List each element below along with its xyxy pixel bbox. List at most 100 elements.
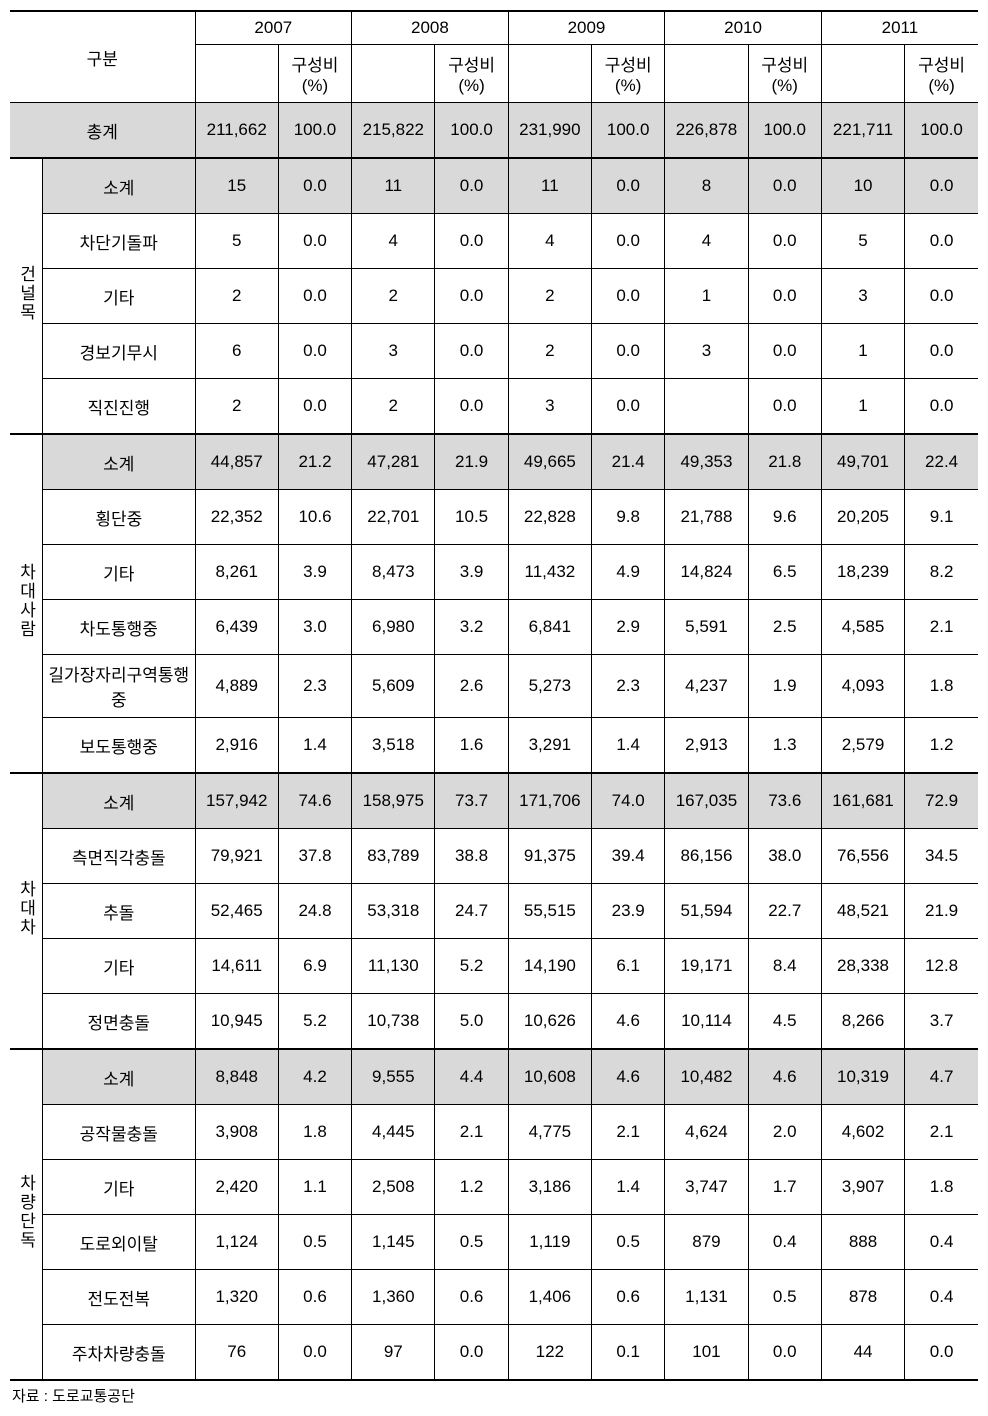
data-cell: 0.0 xyxy=(748,214,821,269)
data-cell: 1.2 xyxy=(435,1160,508,1215)
row-label: 소계 xyxy=(43,434,196,490)
data-cell: 0.0 xyxy=(905,158,978,214)
data-cell: 15 xyxy=(195,158,278,214)
data-cell: 6 xyxy=(195,324,278,379)
row-label: 길가장자리구역통행중 xyxy=(43,655,196,718)
data-cell: 5,273 xyxy=(508,655,591,718)
total-label: 총계 xyxy=(10,103,195,159)
group-name: 차대사람 xyxy=(10,434,43,773)
data-cell: 4.6 xyxy=(592,994,665,1050)
data-cell: 3 xyxy=(352,324,435,379)
data-cell: 3,747 xyxy=(665,1160,748,1215)
data-cell: 3 xyxy=(508,379,591,435)
data-cell: 49,701 xyxy=(821,434,904,490)
data-cell: 23.9 xyxy=(592,884,665,939)
data-cell: 0.0 xyxy=(748,324,821,379)
data-cell: 34.5 xyxy=(905,829,978,884)
data-cell: 100.0 xyxy=(905,103,978,159)
data-cell: 0.0 xyxy=(278,324,351,379)
row-label: 공작물충돌 xyxy=(43,1105,196,1160)
data-cell: 3 xyxy=(665,324,748,379)
data-cell: 44 xyxy=(821,1325,904,1381)
row-label: 정면충돌 xyxy=(43,994,196,1050)
data-cell: 5.2 xyxy=(435,939,508,994)
data-cell: 6.1 xyxy=(592,939,665,994)
data-cell: 51,594 xyxy=(665,884,748,939)
data-cell: 2.3 xyxy=(278,655,351,718)
data-cell: 18,239 xyxy=(821,545,904,600)
data-cell: 10,608 xyxy=(508,1049,591,1105)
data-cell: 2,508 xyxy=(352,1160,435,1215)
data-cell: 0.4 xyxy=(905,1270,978,1325)
data-cell: 1,320 xyxy=(195,1270,278,1325)
row-label: 차단기돌파 xyxy=(43,214,196,269)
data-cell: 4 xyxy=(352,214,435,269)
data-cell: 2 xyxy=(508,324,591,379)
data-cell: 11 xyxy=(508,158,591,214)
data-cell: 9,555 xyxy=(352,1049,435,1105)
data-cell: 1 xyxy=(665,269,748,324)
data-cell: 11 xyxy=(352,158,435,214)
data-cell: 24.8 xyxy=(278,884,351,939)
header-value-blank xyxy=(665,45,748,103)
data-cell: 4,445 xyxy=(352,1105,435,1160)
data-cell: 0.6 xyxy=(592,1270,665,1325)
data-cell: 0.0 xyxy=(278,158,351,214)
header-year-2: 2009 xyxy=(508,11,665,45)
data-cell: 231,990 xyxy=(508,103,591,159)
data-cell: 6.5 xyxy=(748,545,821,600)
data-cell: 0.0 xyxy=(592,158,665,214)
row-label: 기타 xyxy=(43,545,196,600)
data-cell: 21.2 xyxy=(278,434,351,490)
header-year-3: 2010 xyxy=(665,11,822,45)
data-cell: 9.6 xyxy=(748,490,821,545)
data-cell: 4.6 xyxy=(748,1049,821,1105)
data-cell: 10,319 xyxy=(821,1049,904,1105)
data-cell: 8 xyxy=(665,158,748,214)
data-cell: 8.2 xyxy=(905,545,978,600)
data-cell: 0.0 xyxy=(278,1325,351,1381)
data-cell: 0.0 xyxy=(435,158,508,214)
data-cell: 0.5 xyxy=(278,1215,351,1270)
data-cell: 5.0 xyxy=(435,994,508,1050)
data-cell: 4 xyxy=(665,214,748,269)
data-cell: 0.0 xyxy=(278,214,351,269)
data-cell: 2.6 xyxy=(435,655,508,718)
header-value-blank xyxy=(352,45,435,103)
data-cell: 4,775 xyxy=(508,1105,591,1160)
group-name: 차량단독 xyxy=(10,1049,43,1380)
data-cell: 3.0 xyxy=(278,600,351,655)
data-cell: 21.9 xyxy=(905,884,978,939)
data-cell: 157,942 xyxy=(195,773,278,829)
data-cell: 6.9 xyxy=(278,939,351,994)
data-cell: 100.0 xyxy=(435,103,508,159)
data-cell: 5 xyxy=(821,214,904,269)
data-cell: 9.1 xyxy=(905,490,978,545)
data-cell: 2,579 xyxy=(821,718,904,774)
data-cell: 0.0 xyxy=(435,214,508,269)
group-name: 건널목 xyxy=(10,158,43,434)
data-cell: 0.0 xyxy=(748,158,821,214)
row-label: 측면직각충돌 xyxy=(43,829,196,884)
data-cell: 0.0 xyxy=(435,1325,508,1381)
row-label: 횡단중 xyxy=(43,490,196,545)
data-cell: 8,848 xyxy=(195,1049,278,1105)
data-cell: 5.2 xyxy=(278,994,351,1050)
data-cell: 10.5 xyxy=(435,490,508,545)
data-cell: 19,171 xyxy=(665,939,748,994)
data-cell: 14,824 xyxy=(665,545,748,600)
data-cell: 22.4 xyxy=(905,434,978,490)
data-cell: 4,602 xyxy=(821,1105,904,1160)
data-cell: 2.5 xyxy=(748,600,821,655)
header-year-1: 2008 xyxy=(352,11,509,45)
data-cell: 1.4 xyxy=(592,1160,665,1215)
header-category: 구분 xyxy=(10,11,195,103)
data-cell: 100.0 xyxy=(278,103,351,159)
data-cell: 1.8 xyxy=(905,1160,978,1215)
data-cell: 79,921 xyxy=(195,829,278,884)
data-cell: 22,701 xyxy=(352,490,435,545)
data-cell: 0.0 xyxy=(592,324,665,379)
row-label: 기타 xyxy=(43,939,196,994)
table-body: 총계211,662100.0215,822100.0231,990100.022… xyxy=(10,103,978,1381)
header-value-blank xyxy=(195,45,278,103)
